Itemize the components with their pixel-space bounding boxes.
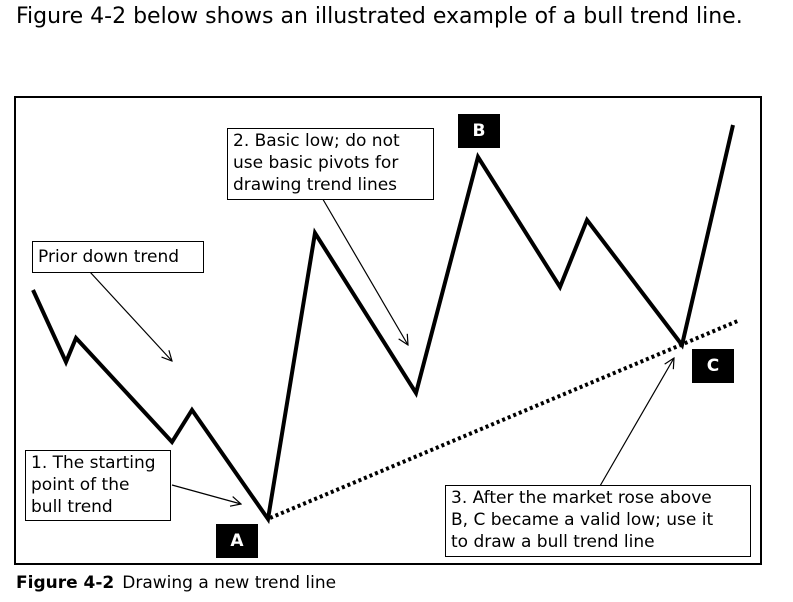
callout-text: point of the [31,475,130,495]
price-path [31,124,735,525]
figure-caption: Figure 4-2 Drawing a new trend line [16,571,336,595]
callout-text: 1. The starting [31,453,156,473]
bull-trend-line [269,318,741,520]
callout-text: use basic pivots for [233,153,399,173]
point-label-b: B [458,114,500,148]
callout-text: drawing trend lines [233,175,398,195]
arrow-starting-point [171,484,241,504]
figure-caption-label: Figure 4-2 [16,573,115,593]
callout-valid-low: 3. After the market rose above B, C beca… [445,485,751,557]
callout-text: B, C became a valid low; use it [451,510,714,530]
point-label-c: C [692,349,734,383]
arrow-basic-low [320,195,408,345]
arrow-prior-down-trend [89,271,172,361]
callout-text: 2. Basic low; do not [233,131,400,151]
figure-frame [14,96,762,565]
figure-caption-title: Drawing a new trend line [122,573,337,593]
callout-basic-low: 2. Basic low; do not use basic pivots fo… [227,128,434,200]
callout-text: bull trend [31,497,113,517]
point-label-a: A [216,524,258,558]
callout-text: to draw a bull trend line [451,532,655,552]
callout-prior-down-trend: Prior down trend [32,241,204,273]
callout-text: Prior down trend [38,247,180,267]
callout-text: 3. After the market rose above [451,488,712,508]
callout-starting-point: 1. The starting point of the bull trend [25,450,171,521]
intro-text: Figure 4-2 below shows an illustrated ex… [16,4,743,29]
arrow-valid-low [599,358,674,487]
